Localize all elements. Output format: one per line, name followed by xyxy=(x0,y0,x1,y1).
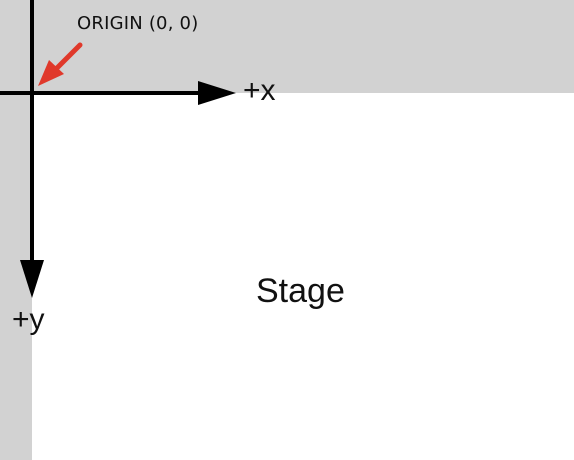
x-axis-label: +x xyxy=(243,74,276,107)
stage-area xyxy=(32,93,574,460)
origin-pointer-head xyxy=(38,60,64,86)
origin-label: ORIGIN (0, 0) xyxy=(77,13,199,34)
y-axis-label: +y xyxy=(12,303,45,336)
origin-pointer-shaft xyxy=(52,42,83,73)
y-axis-arrowhead xyxy=(20,260,44,298)
x-axis-arrowhead xyxy=(198,81,236,105)
stage-label: Stage xyxy=(256,272,345,310)
